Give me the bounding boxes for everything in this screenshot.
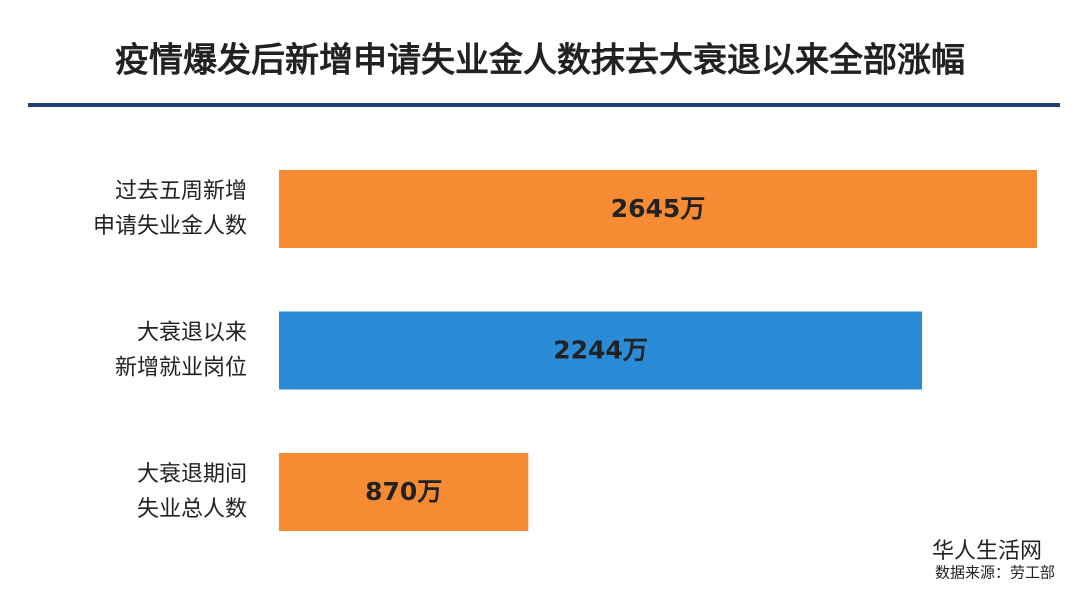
category-label: 申请失业金人数 — [93, 214, 247, 239]
bar — [279, 453, 529, 531]
chart-title: 疫情爆发后新增申请失业金人数抹去大衰退以来全部涨幅 — [115, 41, 965, 81]
title-rule — [28, 103, 1060, 107]
category-label: 过去五周新增 — [115, 179, 247, 204]
category-label: 失业总人数 — [137, 497, 247, 522]
watermark: 华人生活网 — [932, 539, 1042, 564]
category-label: 大衰退以来 — [137, 321, 247, 346]
bar — [279, 170, 1037, 248]
value-label: 2645万 — [611, 194, 706, 223]
source-note: 数据来源：劳工部 — [935, 564, 1055, 582]
bar — [279, 311, 923, 390]
value-label: 2244万 — [553, 336, 648, 365]
value-label: 870万 — [365, 477, 442, 506]
category-label: 大衰退期间 — [137, 462, 247, 487]
category-label: 新增就业岗位 — [115, 356, 247, 381]
